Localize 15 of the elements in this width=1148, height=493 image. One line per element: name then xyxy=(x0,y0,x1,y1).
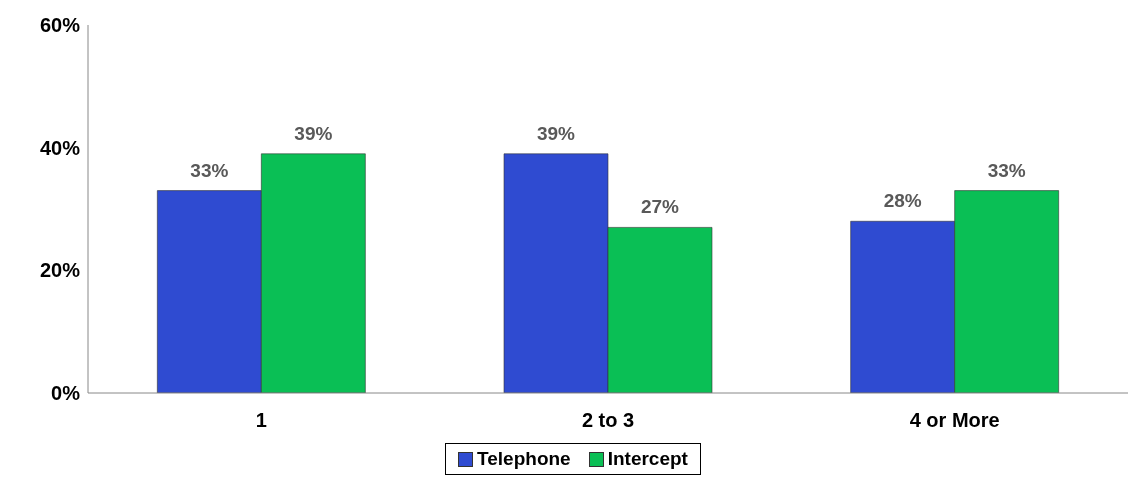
y-tick-label: 60% xyxy=(39,14,81,37)
x-tick-label: 2 to 3 xyxy=(581,409,635,432)
legend-label: Telephone xyxy=(476,448,571,470)
y-tick-label: 40% xyxy=(39,136,81,159)
data-label: 33% xyxy=(987,159,1026,181)
data-label: 28% xyxy=(883,190,922,212)
data-label: 27% xyxy=(640,196,680,218)
y-tick-label: 20% xyxy=(39,259,81,282)
y-tick-label: 0% xyxy=(51,382,81,405)
x-tick-label: 1 xyxy=(255,409,267,432)
legend-label: Intercept xyxy=(606,448,688,470)
data-label: 33% xyxy=(190,159,229,181)
data-label: 39% xyxy=(536,122,576,144)
x-tick-label: 4 or More xyxy=(909,409,1000,432)
data-label: 39% xyxy=(294,122,333,144)
